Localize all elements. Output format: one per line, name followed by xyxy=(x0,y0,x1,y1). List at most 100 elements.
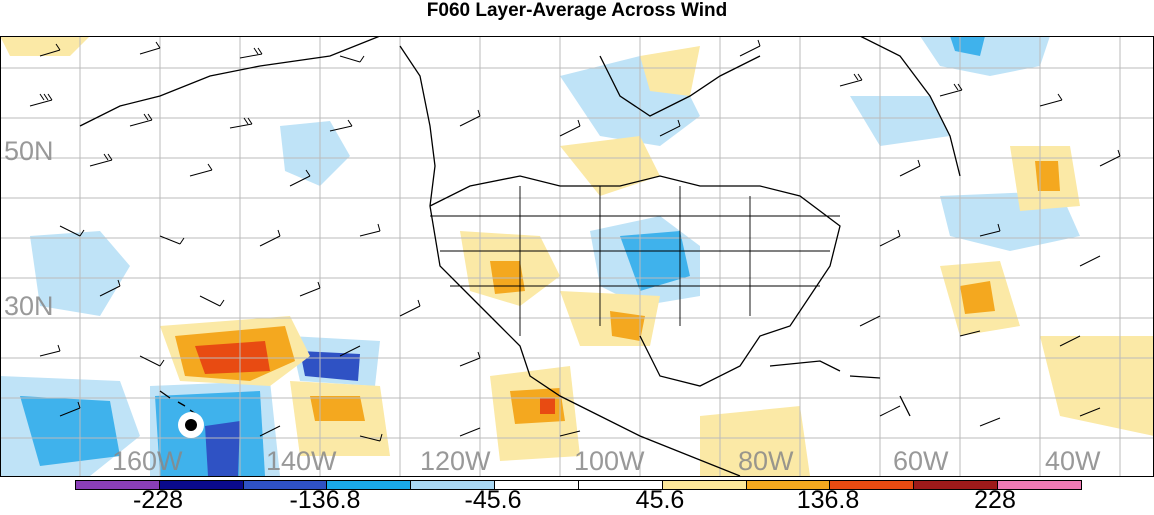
wind-barb xyxy=(559,119,581,137)
colorbar-tick-label: -45.6 xyxy=(464,486,522,514)
shading-layer xyxy=(0,36,1154,476)
lon-label-60w: 60W xyxy=(893,446,949,476)
region-orange xyxy=(960,281,995,314)
wind-barb xyxy=(139,355,165,367)
colorbar-segment xyxy=(746,481,831,489)
colorbar-tick-label: -228 xyxy=(132,486,184,514)
wind-barb xyxy=(899,159,921,177)
wind-barb xyxy=(459,109,481,127)
wind-barb xyxy=(299,281,321,297)
region-light-yellow xyxy=(640,46,700,96)
coastlines xyxy=(79,36,961,476)
wind-barb xyxy=(359,433,383,442)
lat-label-50n: 50N xyxy=(4,136,54,166)
region-red xyxy=(540,398,555,414)
colorbar-tick-label: 45.6 xyxy=(635,486,685,514)
colorbar-tick-label: -136.8 xyxy=(289,486,361,514)
region-orange xyxy=(1035,161,1060,191)
wind-barb xyxy=(1079,255,1101,267)
wind-barb xyxy=(59,225,85,237)
colorbar xyxy=(75,480,1082,490)
wind-barb xyxy=(879,229,901,247)
lon-label-100w: 100W xyxy=(574,446,645,476)
wind-barb xyxy=(239,47,263,59)
wind-barb xyxy=(189,163,213,177)
region-mid-blue xyxy=(20,396,120,466)
region-dark-blue xyxy=(205,421,240,476)
greenland-coast xyxy=(859,36,961,177)
wind-barb xyxy=(229,117,253,129)
wind-barb xyxy=(359,223,381,237)
hurricane-symbol xyxy=(178,412,204,438)
region-orange xyxy=(510,388,565,424)
region-light-blue xyxy=(850,96,950,146)
wind-barb xyxy=(1039,93,1063,107)
north-america-coast xyxy=(79,36,841,476)
region-light-blue xyxy=(280,121,350,186)
wind-barb xyxy=(139,41,161,55)
colorbar-segment xyxy=(998,481,1081,489)
region-light-yellow xyxy=(0,36,90,56)
colorbar-segment xyxy=(411,481,496,489)
wind-barb xyxy=(159,235,185,245)
wind-barb xyxy=(939,83,963,97)
colorbar-segment xyxy=(914,481,999,489)
wind-barb xyxy=(259,425,281,437)
wind-barb xyxy=(1079,407,1101,417)
caribbean-islands xyxy=(769,360,911,417)
wind-barb xyxy=(979,417,1001,427)
colorbar-segment xyxy=(76,481,160,489)
wind-barb xyxy=(979,223,1001,237)
wind-barb xyxy=(199,295,225,307)
lon-label-140w: 140W xyxy=(266,446,337,476)
region-light-yellow xyxy=(560,136,660,196)
wind-barb xyxy=(59,401,81,417)
wind-barb xyxy=(459,351,481,367)
lat-label-30n: 30N xyxy=(4,291,54,321)
region-light-blue xyxy=(920,36,1050,76)
wind-barb xyxy=(129,113,153,127)
wind-barb xyxy=(839,73,863,87)
wind-barbs xyxy=(29,39,1121,442)
hudson-bay-coast xyxy=(599,55,761,117)
wind-barb xyxy=(859,315,881,327)
state-borders xyxy=(430,186,840,336)
lon-label-120w: 120W xyxy=(420,446,491,476)
lon-label-80w: 80W xyxy=(738,446,794,476)
wind-barb xyxy=(29,93,53,107)
wind-barb xyxy=(39,344,61,357)
wind-barb xyxy=(39,43,61,57)
wind-barb xyxy=(289,169,311,187)
grid-lines xyxy=(0,36,1154,476)
colorbar-segment xyxy=(830,481,915,489)
wind-barb xyxy=(89,153,113,167)
wind-barb xyxy=(739,39,761,57)
colorbar-segment xyxy=(327,481,412,489)
region-orange xyxy=(310,396,365,421)
region-mid-blue xyxy=(950,36,985,56)
colorbar-segment xyxy=(159,481,244,489)
wind-barb xyxy=(339,345,361,357)
colorbar-segment xyxy=(662,481,747,489)
colorbar-segment xyxy=(495,481,579,489)
wind-barb xyxy=(879,405,901,417)
wind-barb xyxy=(1059,335,1081,347)
lon-label-40w: 40W xyxy=(1045,446,1101,476)
weather-map: 50N 30N 160W 140W 120W 100W 80W 60W 40W xyxy=(0,36,1154,476)
region-light-yellow xyxy=(700,406,810,476)
region-mid-blue xyxy=(620,231,690,291)
wind-barb xyxy=(329,119,353,132)
colorbar-segment xyxy=(578,481,663,489)
chart-title: F060 Layer-Average Across Wind xyxy=(426,0,728,21)
wind-barb xyxy=(459,427,481,437)
map-canvas xyxy=(0,36,1154,476)
wind-barb xyxy=(659,119,681,137)
wind-barb xyxy=(959,330,981,337)
wind-barb xyxy=(99,279,121,297)
wind-barb xyxy=(399,299,421,317)
colorbar-tick-label: 136.8 xyxy=(796,486,860,514)
region-light-yellow xyxy=(1040,336,1154,436)
wind-barb xyxy=(259,229,281,247)
colorbar-tick-label: 228 xyxy=(974,486,1016,514)
wind-barb xyxy=(559,430,581,437)
